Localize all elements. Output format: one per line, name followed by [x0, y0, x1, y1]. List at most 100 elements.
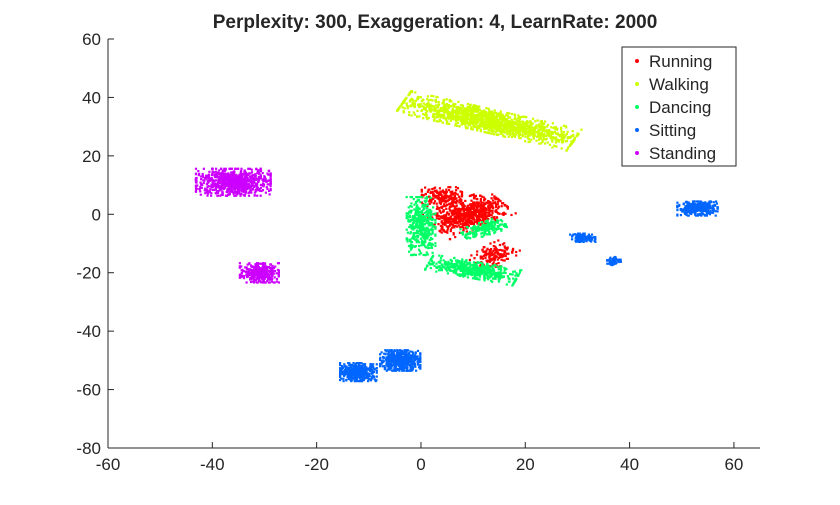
data-point [494, 198, 497, 201]
data-point [463, 115, 466, 118]
data-point [477, 218, 480, 221]
data-point [405, 214, 408, 217]
data-point [552, 136, 555, 139]
data-point [482, 217, 485, 220]
data-point [416, 220, 419, 224]
data-point [451, 219, 454, 222]
data-point [515, 123, 518, 126]
data-point [450, 265, 453, 269]
data-point [419, 96, 422, 99]
data-point [434, 190, 437, 193]
data-point [692, 205, 695, 208]
data-point [427, 99, 430, 102]
data-point [469, 103, 472, 106]
data-point [463, 270, 466, 273]
data-point [339, 364, 342, 367]
data-point [433, 194, 436, 197]
data-point [345, 379, 348, 382]
cluster-walking-1 [396, 90, 583, 152]
data-point [432, 119, 436, 122]
data-point [488, 129, 491, 132]
data-point [434, 212, 437, 215]
data-point [452, 201, 455, 204]
data-point [416, 206, 420, 209]
data-point [405, 362, 408, 365]
data-point [413, 354, 416, 357]
data-point [358, 377, 361, 380]
data-point [490, 128, 494, 131]
data-point [442, 265, 445, 268]
data-point [479, 264, 482, 267]
data-point [571, 130, 574, 133]
data-point [497, 205, 501, 208]
data-point [532, 117, 535, 120]
data-point [528, 128, 531, 131]
data-point [342, 366, 345, 369]
data-point [448, 122, 451, 125]
data-point [504, 254, 507, 257]
data-point [483, 122, 486, 125]
data-point [471, 231, 474, 234]
data-point [529, 120, 532, 123]
data-point [420, 219, 423, 222]
data-point [412, 225, 415, 228]
data-point [448, 189, 451, 192]
data-point [480, 261, 483, 265]
data-point [416, 349, 420, 352]
data-point [417, 210, 420, 213]
data-point [496, 225, 499, 228]
data-point [707, 212, 710, 215]
data-point [400, 363, 404, 366]
data-point [505, 118, 509, 121]
data-point [480, 265, 483, 268]
data-point [555, 132, 559, 135]
data-point [428, 202, 431, 205]
data-point [489, 201, 492, 204]
data-point [572, 134, 575, 137]
data-point [535, 124, 538, 127]
data-point [503, 131, 506, 134]
data-point [453, 109, 456, 112]
data-point [479, 257, 482, 260]
data-point [454, 267, 457, 270]
data-point [539, 134, 542, 137]
data-point [486, 229, 489, 232]
data-point [487, 227, 490, 230]
data-point [533, 131, 536, 134]
data-point [537, 135, 540, 138]
data-point [699, 203, 702, 206]
data-point [447, 268, 451, 271]
data-point [676, 206, 679, 209]
data-point [498, 224, 501, 227]
data-point [462, 267, 465, 270]
data-point [453, 116, 456, 119]
data-point [459, 208, 462, 211]
data-point [391, 358, 394, 361]
data-point [484, 217, 487, 221]
data-point [464, 264, 468, 267]
data-point [560, 130, 563, 133]
data-point [701, 202, 704, 205]
data-point [422, 217, 425, 220]
data-point [365, 369, 368, 372]
data-point [445, 225, 448, 228]
data-point [679, 214, 682, 217]
data-point [472, 235, 475, 238]
data-point [512, 125, 515, 128]
data-point [343, 363, 346, 366]
data-point [444, 230, 447, 233]
data-point [514, 129, 517, 132]
data-point [462, 226, 465, 229]
data-point [405, 228, 408, 231]
data-point [484, 277, 487, 280]
data-point [414, 351, 417, 354]
data-point [388, 364, 391, 367]
data-point [449, 215, 452, 218]
data-point [528, 130, 531, 133]
data-point [465, 115, 468, 118]
data-point [431, 225, 434, 228]
data-point [457, 221, 460, 224]
data-point [475, 269, 478, 272]
data-point [512, 133, 515, 136]
data-point [480, 115, 483, 118]
